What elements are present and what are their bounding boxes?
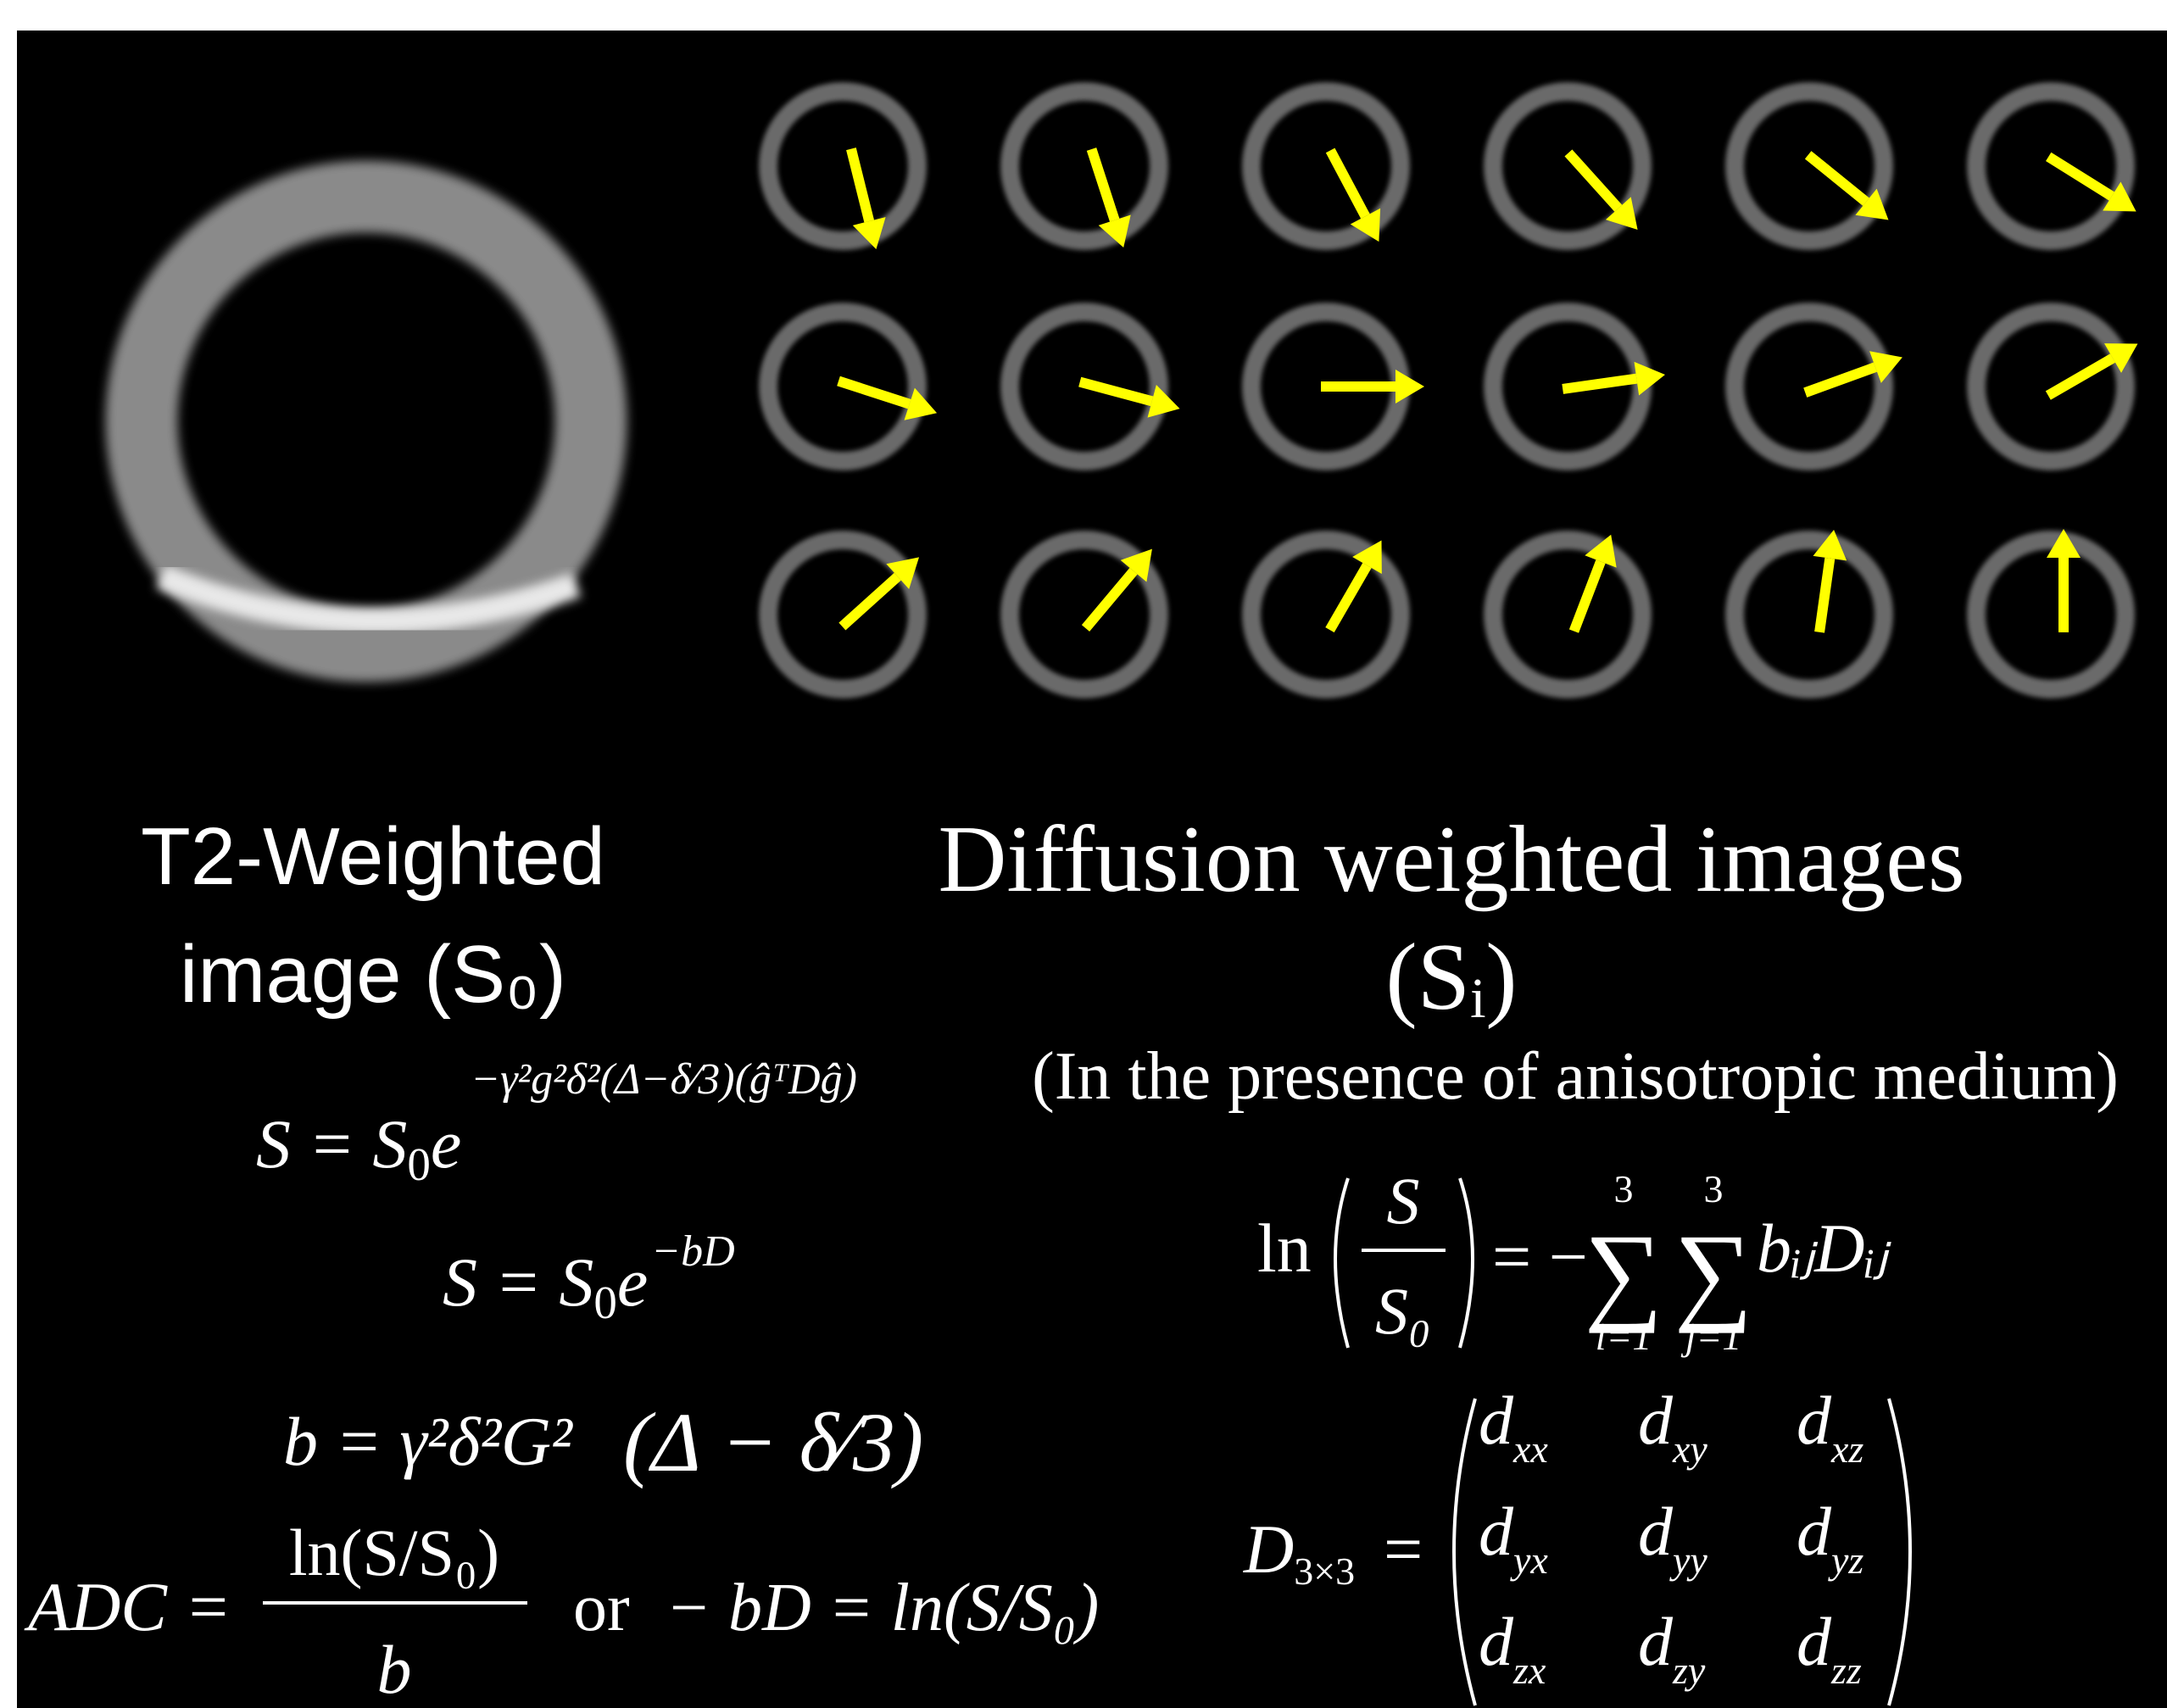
entry-sub: zy — [1672, 1649, 1706, 1692]
sum-limit: 3 — [1614, 1167, 1634, 1210]
entry-symbol: d — [1638, 1603, 1674, 1680]
eq-sub: 3×3 — [1294, 1549, 1355, 1593]
fraction-denominator: b — [377, 1631, 412, 1708]
entry-symbol: d — [1638, 1382, 1674, 1459]
entry-sub: xy — [1672, 1427, 1707, 1471]
entry-symbol: d — [1797, 1382, 1832, 1459]
sum-limit: 3 — [1704, 1167, 1724, 1210]
equation: ln — [1257, 1210, 1312, 1287]
eq-part: S = S — [443, 1243, 593, 1321]
entry-sub: xz — [1830, 1427, 1863, 1471]
eq-sub: 0 — [593, 1277, 617, 1328]
equation: bᵢⱼDᵢⱼ — [1757, 1210, 1891, 1287]
equation: b = γ²δ²G² — [283, 1403, 573, 1480]
equation: or — [573, 1571, 630, 1645]
equation: ADC = — [24, 1568, 231, 1645]
entry-sub: zz — [1830, 1649, 1862, 1692]
dwi-label: Diffusion weighted images — [938, 807, 1964, 912]
t2-label: image (S₀) — [180, 929, 566, 1020]
figure: T2-Weighted image (S₀) Diffusion weighte… — [0, 0, 2167, 1708]
eq-exponent: −γ²g²δ²(Δ−δ⁄3)(ĝᵀDĝ) — [471, 1055, 857, 1104]
fraction-numerator: S — [1387, 1164, 1420, 1238]
eq-exponent: −bD — [651, 1227, 735, 1276]
entry-symbol: d — [1797, 1493, 1832, 1570]
equation: (Δ − δ⁄3) — [623, 1395, 923, 1489]
sum-limit: i=1 — [1596, 1315, 1652, 1358]
dwi-note: (In the presence of anisotropic medium) — [1032, 1039, 2119, 1114]
entry-sub: yy — [1669, 1538, 1707, 1582]
entry-symbol: d — [1797, 1603, 1832, 1680]
entry-sub: yz — [1828, 1538, 1863, 1582]
eq-part: S = S — [256, 1105, 407, 1182]
entry-symbol: d — [1479, 1493, 1514, 1570]
dwi-label: (Sᵢ) — [1385, 925, 1517, 1030]
entry-symbol: d — [1479, 1603, 1514, 1680]
eq-part: e — [431, 1105, 461, 1182]
eq-part: D — [1243, 1510, 1294, 1588]
sum-limit: j=1 — [1681, 1315, 1742, 1358]
fraction-numerator: ln(S/S₀) — [289, 1516, 499, 1589]
fraction-denominator: S₀ — [1375, 1274, 1431, 1348]
entry-symbol: d — [1479, 1382, 1514, 1459]
equation: = − — [1492, 1218, 1588, 1295]
entry-sub: xx — [1512, 1427, 1548, 1471]
equation: S = S0e — [443, 1243, 648, 1328]
equation: S = S0e — [256, 1105, 461, 1190]
entry-sub: yx — [1510, 1538, 1548, 1582]
entry-symbol: d — [1638, 1493, 1674, 1570]
equation: − bD = ln(S/S₀) — [666, 1571, 1099, 1645]
eq-sub: 0 — [407, 1138, 431, 1190]
t2-label: T2-Weighted — [141, 811, 605, 902]
eq-part: e — [617, 1243, 648, 1321]
entry-sub: zx — [1512, 1649, 1546, 1692]
equation: = — [1384, 1510, 1423, 1588]
